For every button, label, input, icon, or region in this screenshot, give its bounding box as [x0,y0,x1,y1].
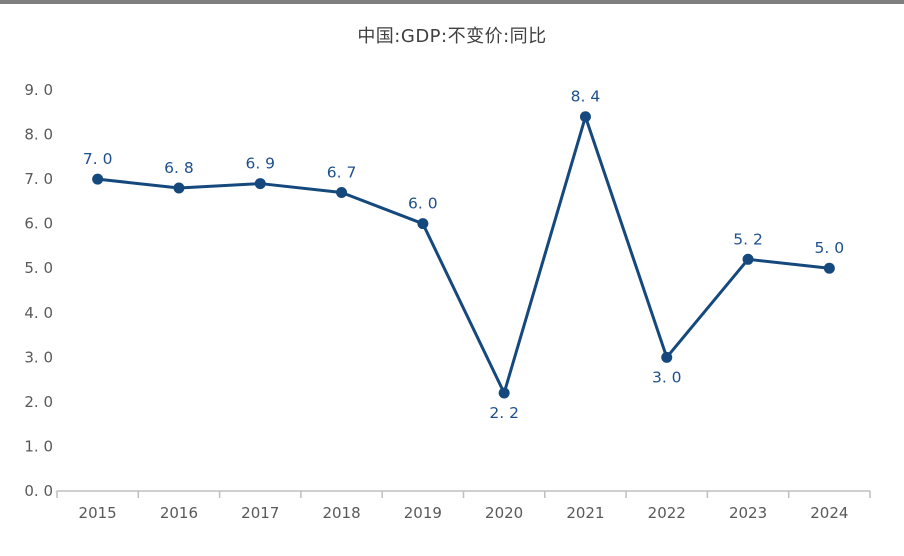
data-point-label-2021: 8. 4 [571,88,601,106]
y-tick-label: 3. 0 [24,348,53,366]
x-tick-label: 2015 [79,504,117,522]
data-point-label-2024: 5. 0 [815,239,845,257]
data-point-label-2023: 5. 2 [733,230,763,248]
data-point-marker-2023 [742,253,754,265]
y-tick-label: 5. 0 [24,259,53,277]
y-tick-label: 0. 0 [24,482,53,500]
data-point-marker-2021 [579,111,591,123]
data-point-marker-2016 [173,182,185,194]
data-point-marker-2018 [336,186,348,198]
y-tick-label: 9. 0 [24,81,53,99]
data-point-label-2019: 6. 0 [408,195,438,213]
gdp-series-line [96,115,831,395]
top-divider-bar [0,0,904,4]
x-tick-label: 2018 [322,504,360,522]
data-point-marker-2024 [823,262,835,274]
data-point-marker-2022 [661,351,673,363]
chart-title: 中国:GDP:不变价:同比 [357,26,547,47]
data-point-label-2022: 3. 0 [652,368,682,386]
x-tick-label: 2016 [160,504,198,522]
x-tick-label: 2023 [729,504,767,522]
x-tick-label: 2020 [485,504,523,522]
y-tick-label: 1. 0 [24,437,53,455]
y-tick-label: 6. 0 [24,215,53,233]
data-point-label-2020: 2. 2 [489,404,519,422]
data-point-marker-2015 [92,173,104,185]
y-tick-label: 8. 0 [24,126,53,144]
y-tick-label: 2. 0 [24,393,53,411]
x-tick-label: 2021 [566,504,604,522]
data-point-marker-2020 [498,387,510,399]
x-tick-label: 2022 [648,504,686,522]
y-tick-label: 4. 0 [24,304,53,322]
data-point-marker-2019 [417,218,429,230]
x-tick-label: 2024 [810,504,848,522]
x-tick-label: 2019 [404,504,442,522]
x-tick-label: 2017 [241,504,279,522]
data-point-label-2017: 6. 9 [245,155,275,173]
data-point-label-2018: 6. 7 [327,163,357,181]
data-point-label-2016: 6. 8 [164,159,194,177]
data-point-label-2015: 7. 0 [83,150,113,168]
y-tick-label: 7. 0 [24,170,53,188]
data-point-marker-2017 [254,178,266,190]
